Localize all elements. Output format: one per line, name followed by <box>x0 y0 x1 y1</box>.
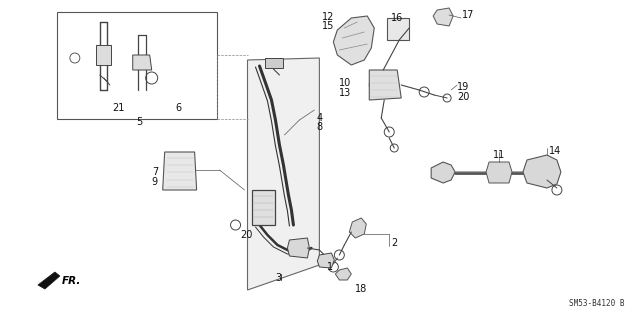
Polygon shape <box>335 268 351 280</box>
Text: 17: 17 <box>462 10 474 20</box>
Polygon shape <box>431 162 455 183</box>
Text: 4: 4 <box>316 113 323 123</box>
Text: 7: 7 <box>152 167 158 177</box>
Text: 6: 6 <box>175 103 182 113</box>
Polygon shape <box>433 8 453 26</box>
Text: SM53-B4120 B: SM53-B4120 B <box>569 299 625 308</box>
Text: 12: 12 <box>323 12 335 22</box>
Text: 1: 1 <box>327 262 333 272</box>
Text: 11: 11 <box>493 150 505 160</box>
Text: 20: 20 <box>241 230 253 240</box>
Polygon shape <box>266 58 284 68</box>
Text: 15: 15 <box>323 21 335 31</box>
Polygon shape <box>287 238 309 258</box>
Polygon shape <box>349 218 366 238</box>
Polygon shape <box>248 58 319 290</box>
Text: 21: 21 <box>112 103 124 113</box>
Polygon shape <box>317 253 334 268</box>
Polygon shape <box>333 16 374 65</box>
Polygon shape <box>163 152 196 190</box>
Text: 18: 18 <box>355 284 367 294</box>
Text: 5: 5 <box>136 117 143 127</box>
Text: FR.: FR. <box>62 276 81 286</box>
Polygon shape <box>523 155 561 188</box>
Text: 8: 8 <box>316 122 323 132</box>
Text: 20: 20 <box>457 92 470 102</box>
Text: 3: 3 <box>275 273 282 283</box>
Polygon shape <box>486 162 512 183</box>
Polygon shape <box>96 45 111 65</box>
Text: 9: 9 <box>152 177 158 187</box>
Text: 10: 10 <box>339 78 351 88</box>
Bar <box>57 12 216 119</box>
Polygon shape <box>387 18 409 40</box>
Polygon shape <box>369 70 401 100</box>
Text: 14: 14 <box>549 146 561 156</box>
Polygon shape <box>132 55 152 70</box>
Text: 16: 16 <box>391 13 403 23</box>
Text: 2: 2 <box>391 238 397 248</box>
Polygon shape <box>252 190 275 225</box>
Text: 19: 19 <box>457 82 469 92</box>
Polygon shape <box>38 272 60 289</box>
Text: 13: 13 <box>339 88 351 98</box>
